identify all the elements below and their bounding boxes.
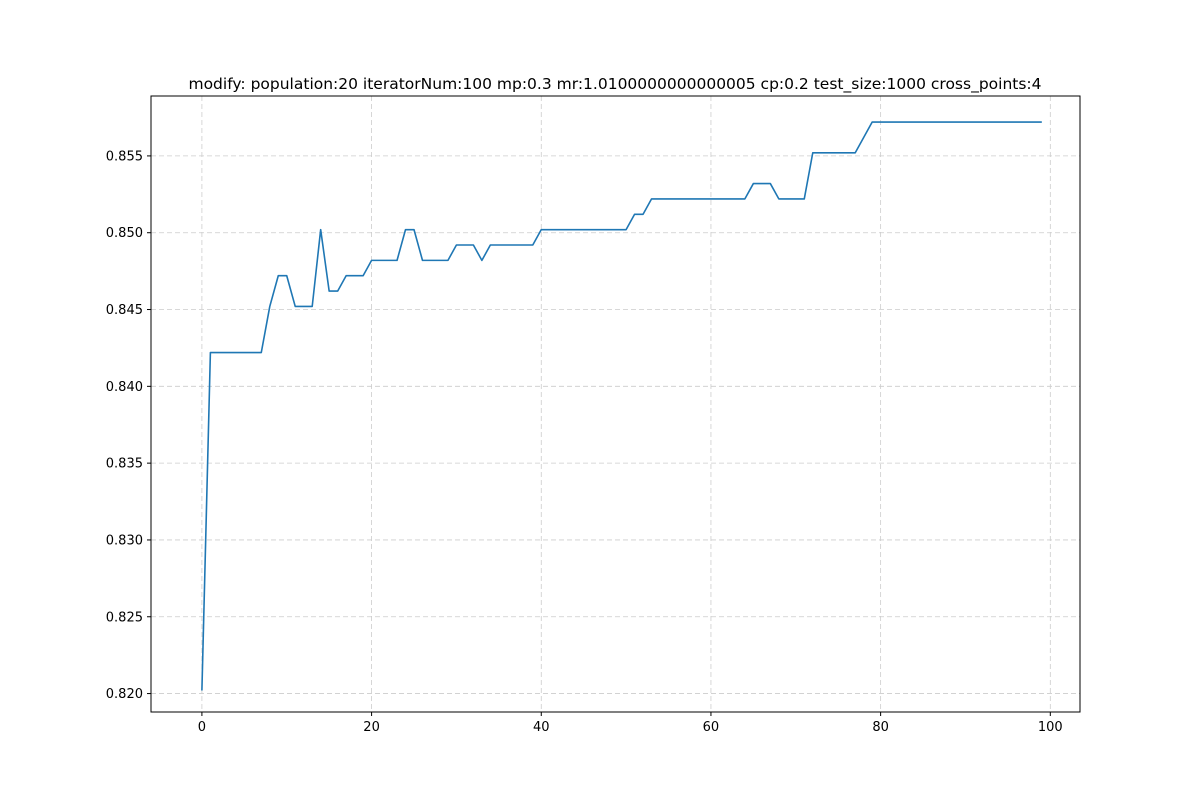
y-tick-label: 0.825 xyxy=(106,610,143,625)
y-tick-label: 0.835 xyxy=(106,457,143,472)
y-tick-label: 0.840 xyxy=(106,380,143,395)
x-tick-label: 40 xyxy=(533,720,550,735)
plot-frame xyxy=(150,95,1081,713)
chart-title: modify: population:20 iteratorNum:100 mp… xyxy=(188,75,1041,94)
y-tick-label: 0.845 xyxy=(106,303,143,318)
series-layer xyxy=(201,121,1042,691)
y-tick-label: 0.830 xyxy=(106,533,143,548)
grid xyxy=(151,96,1080,712)
x-tick-label: 60 xyxy=(703,720,720,735)
x-tick-label: 0 xyxy=(198,720,206,735)
y-tick-label: 0.855 xyxy=(106,149,143,164)
x-axis: 0 20 40 60 80 100 xyxy=(198,712,1063,735)
y-tick-label: 0.850 xyxy=(106,226,143,241)
y-tick-label: 0.820 xyxy=(106,687,143,702)
x-tick-label: 20 xyxy=(363,720,380,735)
series-line xyxy=(201,121,1042,691)
x-tick-label: 100 xyxy=(1038,720,1063,735)
x-tick-label: 80 xyxy=(872,720,889,735)
y-axis: 0.820 0.825 0.830 0.835 0.840 0.845 0.850 0.855 xyxy=(106,149,151,702)
